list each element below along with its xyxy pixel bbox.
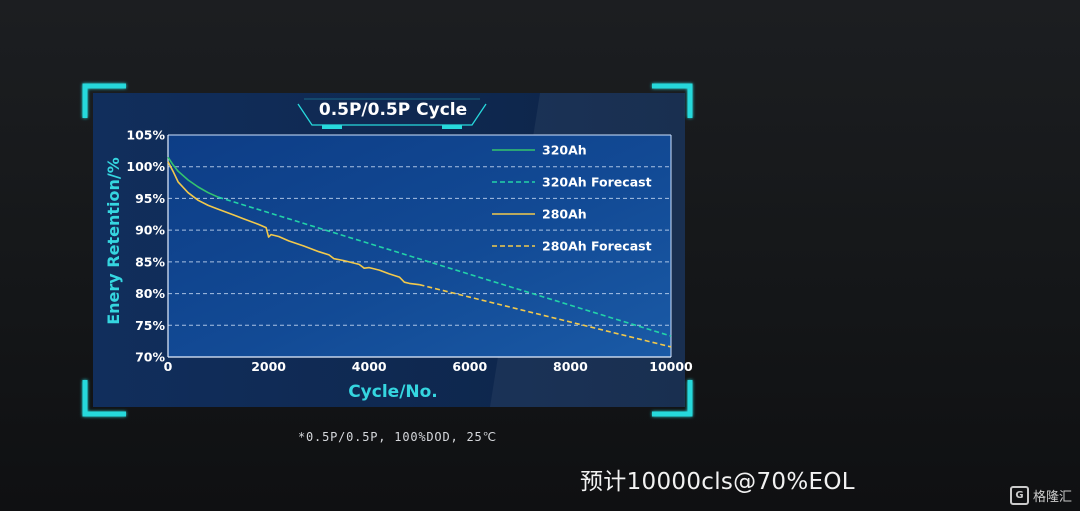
data-series [167, 156, 672, 348]
series-line-320ah [167, 156, 219, 198]
y-tick-labels: 70% 75% 80% 85% 90% 95% 100% 105% [126, 128, 165, 365]
y-tick-label: 95% [135, 191, 165, 206]
series-line-280ah-forecast [419, 283, 672, 348]
y-tick-label: 75% [135, 318, 165, 333]
legend-label: 320Ah Forecast [542, 175, 652, 190]
legend: 320Ah 320Ah Forecast 280Ah 280Ah Forecast [492, 143, 652, 254]
chart-title: 0.5P/0.5P Cycle [319, 100, 467, 120]
x-tick-label: 2000 [251, 359, 286, 374]
watermark: G 格隆汇 [1009, 486, 1072, 505]
plot-area [168, 135, 671, 357]
legend-label: 320Ah [542, 143, 587, 158]
watermark-text: 格隆汇 [1032, 490, 1072, 505]
x-tick-label: 10000 [649, 359, 693, 374]
legend-label: 280Ah [542, 207, 587, 222]
x-tick-label: 4000 [352, 359, 387, 374]
x-tick-label: 0 [164, 359, 173, 374]
watermark-logo-icon: G [1009, 486, 1029, 505]
y-tick-label: 80% [135, 286, 165, 301]
y-axis-label: Enery Retention/% [104, 157, 123, 325]
y-tick-label: 100% [126, 159, 165, 174]
y-tick-label: 70% [135, 350, 165, 365]
test-conditions-footnote: *0.5P/0.5P, 100%DOD, 25℃ [298, 430, 497, 444]
y-tick-label: 90% [135, 223, 165, 238]
y-tick-label: 85% [135, 254, 165, 269]
x-tick-label: 6000 [452, 359, 487, 374]
eol-subtitle: 预计10000cls@70%EOL [580, 469, 855, 495]
x-tick-label: 8000 [553, 359, 588, 374]
series-line-320ah-forecast [218, 196, 672, 337]
y-tick-label: 105% [126, 128, 165, 143]
series-line-280ah [167, 161, 420, 286]
corner-brackets [82, 83, 693, 417]
x-axis-label: Cycle/No. [348, 382, 438, 402]
legend-label: 280Ah Forecast [542, 239, 652, 254]
title-plaque [297, 98, 487, 129]
x-tick-labels: 0 2000 4000 6000 8000 10000 [164, 359, 693, 374]
